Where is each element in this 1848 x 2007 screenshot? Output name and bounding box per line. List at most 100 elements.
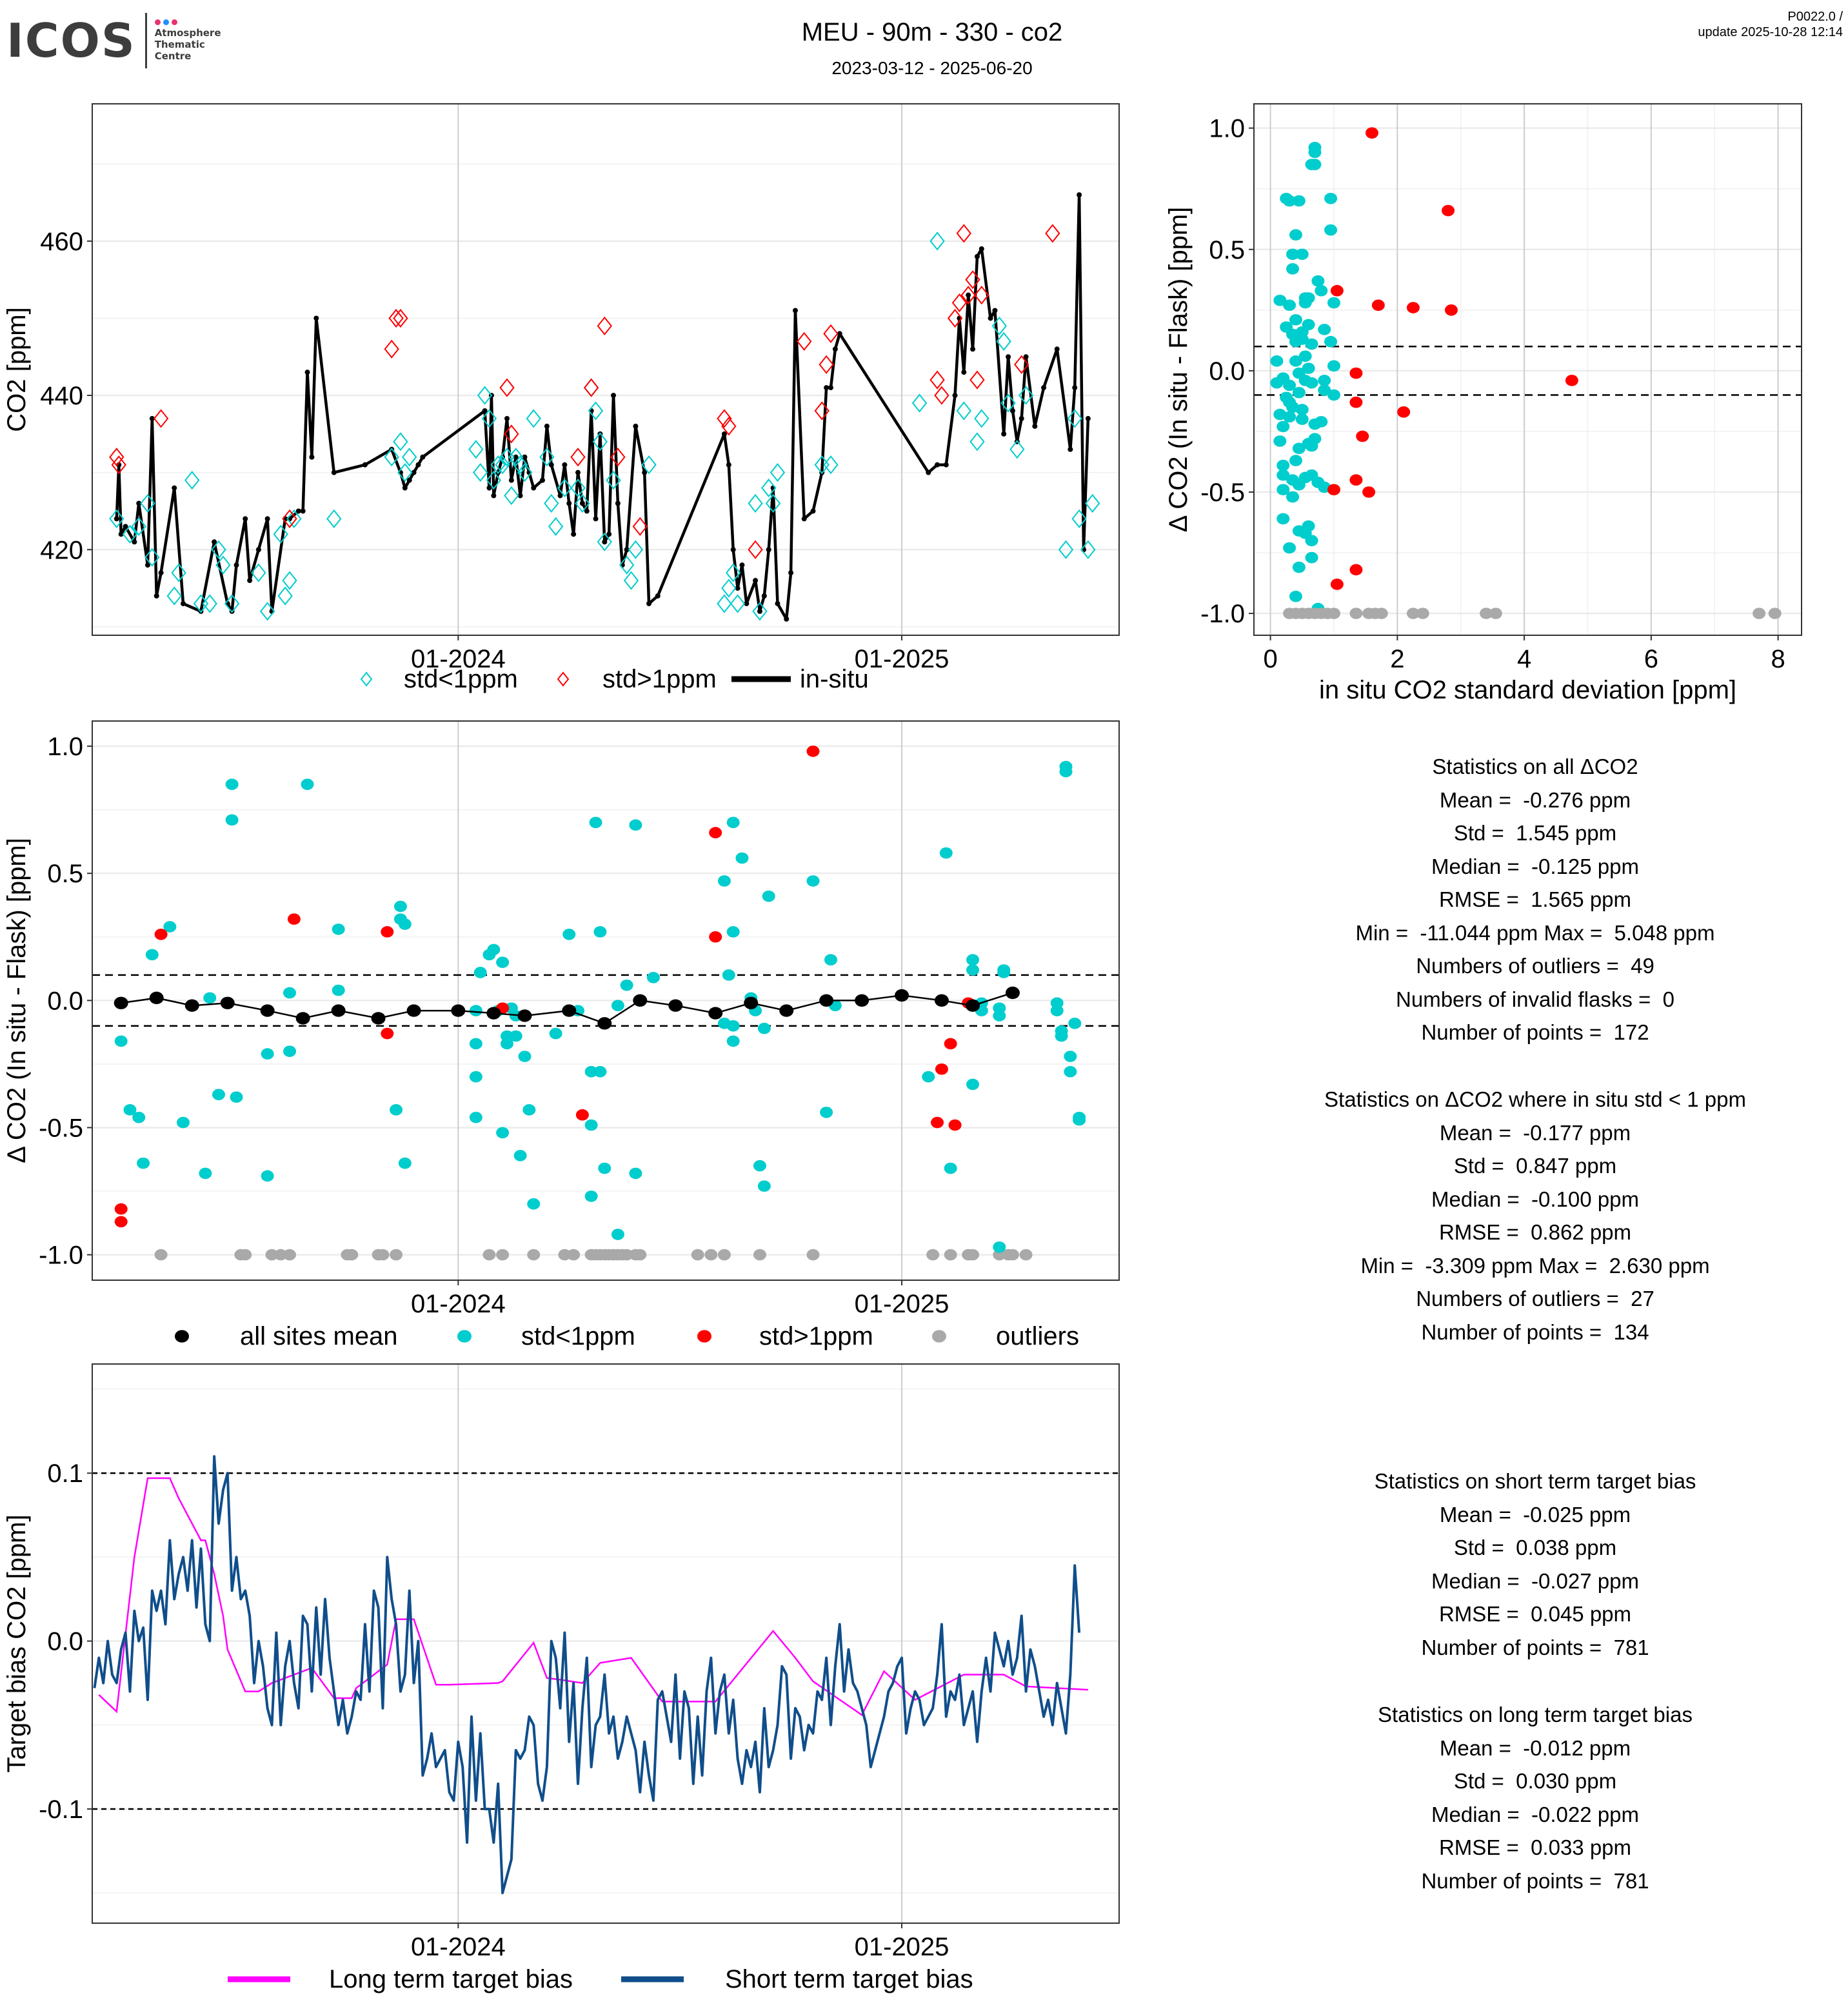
scatter-point-cyan <box>1286 491 1300 503</box>
delta-point-cyan <box>283 987 297 999</box>
delta-point-cyan <box>824 954 838 966</box>
all-sites-mean-point <box>966 999 980 1012</box>
flask-point-std-high <box>748 540 763 559</box>
in-situ-point <box>118 531 124 537</box>
delta-point-red <box>709 931 722 943</box>
flask-point-std-low <box>765 493 781 513</box>
flask-point-std-low <box>326 509 342 529</box>
in-situ-point <box>132 539 137 545</box>
in-situ-point <box>753 578 759 584</box>
in-situ-point <box>420 454 426 460</box>
logo-dot <box>163 19 169 25</box>
scatter-point-cyan <box>1292 386 1306 399</box>
scatter-point-cyan <box>1283 299 1297 311</box>
legend-label: all sites mean <box>240 1322 398 1350</box>
scatter-point-cyan <box>1283 411 1297 423</box>
in-situ-point <box>491 493 497 499</box>
delta-point-grey <box>1006 1249 1019 1261</box>
flask-point-std-high <box>388 308 404 328</box>
delta-point-cyan <box>598 1162 611 1174</box>
scatter-point-cyan <box>1305 159 1318 170</box>
flask-point-std-low <box>1067 409 1082 428</box>
stats-line: Std = 0.030 ppm <box>1453 1769 1617 1793</box>
delta-point-grey <box>567 1249 581 1261</box>
in-situ-point <box>504 415 510 421</box>
stats-line: Numbers of outliers = 27 <box>1416 1287 1654 1310</box>
flask-point-std-low <box>570 478 586 498</box>
in-situ-point <box>144 562 150 568</box>
plot-panel <box>1254 104 1802 635</box>
in-situ-point <box>979 246 984 252</box>
legend-label: Long term target bias <box>329 1965 573 1993</box>
in-situ-point <box>832 346 838 352</box>
legend-label: std<1ppm <box>404 665 518 693</box>
y-tick-label: 0.1 <box>47 1459 83 1488</box>
in-situ-point <box>402 485 408 491</box>
stats-line: Mean = -0.177 ppm <box>1439 1120 1631 1145</box>
in-situ-line <box>115 193 1090 621</box>
delta-point-cyan <box>225 814 239 826</box>
scatter-point-cyan <box>1305 551 1318 564</box>
logo-wordmark: ICOS <box>6 14 136 68</box>
in-situ-point <box>123 524 128 529</box>
in-situ-point <box>304 370 310 375</box>
delta-point-cyan <box>1068 1017 1082 1029</box>
delta-point-cyan <box>332 924 345 935</box>
delta-point-cyan <box>726 816 740 829</box>
scatter-point-red <box>1365 127 1378 139</box>
all-sites-mean-point <box>486 1007 501 1020</box>
x-tick-label: 01-2025 <box>855 645 949 673</box>
all-sites-mean-point <box>114 996 128 1009</box>
icos-logo: ICOS Atmosphere Thematic Centre <box>6 12 221 70</box>
in-situ-point <box>158 570 164 576</box>
y-tick-label: 0.5 <box>1209 236 1245 264</box>
in-situ-point <box>562 462 568 468</box>
flask-point-std-low <box>211 540 226 559</box>
x-tick-label: 01-2025 <box>855 1933 949 1961</box>
flask-point-std-low <box>277 586 293 606</box>
all-sites-mean-point <box>406 1004 421 1017</box>
in-situ-point <box>943 462 949 468</box>
in-situ-point <box>300 508 306 514</box>
flask-point-std-low <box>1080 540 1096 559</box>
scatter-point-cyan <box>1324 192 1338 204</box>
flask-point-std-low <box>1071 509 1087 529</box>
scatter-point-red <box>1349 367 1363 379</box>
flask-point-std-high <box>929 370 945 390</box>
in-situ-point <box>571 531 577 537</box>
stats-line: RMSE = 0.045 ppm <box>1438 1602 1632 1626</box>
delta-point-cyan <box>549 1027 562 1040</box>
y-tick-label: -0.5 <box>1200 479 1245 507</box>
all-sites-mean-point <box>779 1004 794 1017</box>
delta-point-red <box>948 1119 962 1131</box>
flask-point-std-low <box>1058 540 1074 559</box>
flask-point-std-low <box>726 563 741 582</box>
flask-point-std-low <box>974 409 989 428</box>
x-tick-label: 01-2024 <box>411 645 506 673</box>
delta-point-cyan <box>584 1065 598 1078</box>
scatter-point-red <box>1406 302 1420 313</box>
version-info: P0022.0 / update 2025-10-28 12:14 <box>1698 9 1843 40</box>
delta-point-cyan <box>722 969 735 981</box>
delta-point-red <box>931 1116 944 1129</box>
in-situ-point <box>606 531 612 537</box>
y-tick-label: 420 <box>40 536 83 564</box>
scatter-point-cyan <box>1283 195 1297 207</box>
stats-line: RMSE = 1.565 ppm <box>1438 887 1632 911</box>
legend-label: Short term target bias <box>725 1965 973 1993</box>
stats-title: Statistics on short term target bias <box>1374 1469 1696 1493</box>
delta-point-cyan <box>123 1104 137 1116</box>
flask-point-std-low <box>717 594 732 613</box>
flask-point-std-high <box>947 308 963 328</box>
x-tick-label: 01-2024 <box>411 1290 506 1318</box>
all-sites-mean-point <box>895 989 909 1002</box>
flask-point-std-low <box>526 409 541 428</box>
in-situ-point <box>522 454 528 460</box>
delta-point-grey <box>496 1249 510 1261</box>
flask-point-std-low <box>140 493 155 513</box>
all-sites-mean-point <box>295 1012 310 1025</box>
all-sites-mean-point <box>562 1004 577 1017</box>
legend-key-mean-icon <box>175 1330 189 1343</box>
in-situ-point <box>154 593 159 599</box>
flask-point-std-low <box>251 563 266 582</box>
